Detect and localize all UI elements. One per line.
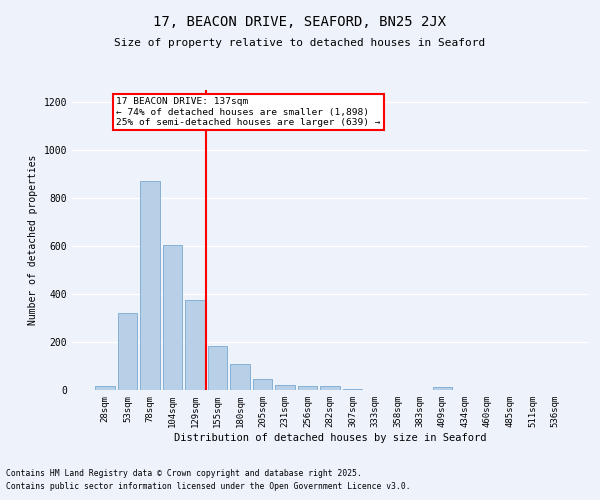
Bar [320, 386, 340, 390]
Bar [95, 386, 115, 390]
Bar [208, 346, 227, 390]
Bar [163, 245, 182, 390]
Bar [298, 386, 317, 390]
Bar [275, 384, 295, 390]
Bar [140, 181, 160, 390]
Text: 17, BEACON DRIVE, SEAFORD, BN25 2JX: 17, BEACON DRIVE, SEAFORD, BN25 2JX [154, 15, 446, 29]
Bar [433, 388, 452, 390]
Bar [185, 300, 205, 390]
Bar [230, 364, 250, 390]
Text: Contains public sector information licensed under the Open Government Licence v3: Contains public sector information licen… [6, 482, 410, 491]
X-axis label: Distribution of detached houses by size in Seaford: Distribution of detached houses by size … [174, 432, 486, 442]
Bar [118, 313, 137, 390]
Y-axis label: Number of detached properties: Number of detached properties [28, 155, 38, 325]
Bar [253, 378, 272, 390]
Text: Size of property relative to detached houses in Seaford: Size of property relative to detached ho… [115, 38, 485, 48]
Text: Contains HM Land Registry data © Crown copyright and database right 2025.: Contains HM Land Registry data © Crown c… [6, 468, 362, 477]
Bar [343, 389, 362, 390]
Text: 17 BEACON DRIVE: 137sqm
← 74% of detached houses are smaller (1,898)
25% of semi: 17 BEACON DRIVE: 137sqm ← 74% of detache… [116, 97, 381, 127]
